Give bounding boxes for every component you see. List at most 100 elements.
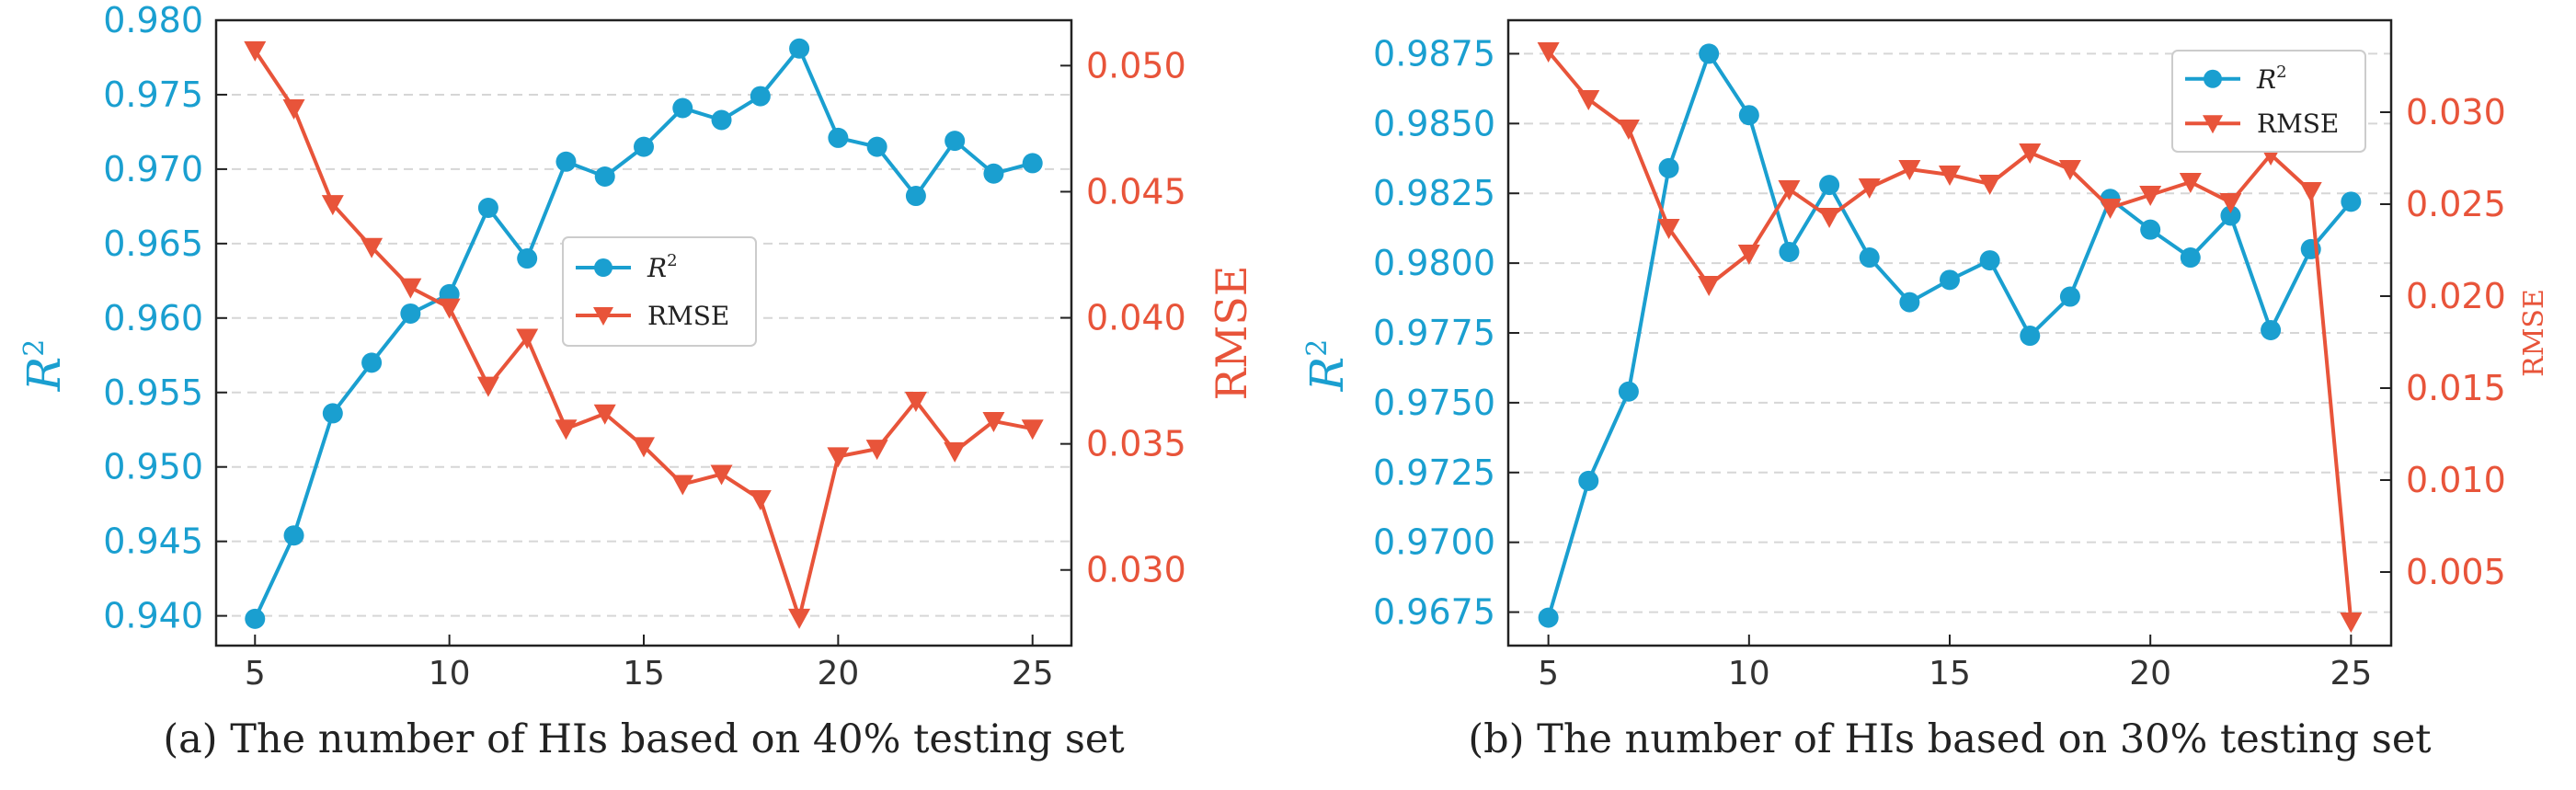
rmse-point [710,464,733,486]
rmse-point [1818,208,1841,228]
r2-point [1899,292,1920,313]
r2-point [1618,381,1639,402]
rmse-point [321,195,344,216]
left-axis-label-base: R [17,357,71,393]
rmse-point [671,475,694,496]
legend-marker-r2 [594,258,613,278]
r2-point [2220,205,2241,226]
right-axis-label: RMSE [1207,266,1256,401]
r2-point [634,136,654,157]
left-tick-label: 0.950 [103,447,203,487]
left-tick-label: 0.9725 [1373,452,1495,493]
left-tick-label: 0.9850 [1373,103,1495,143]
r2-point [1538,607,1559,628]
rmse-point [555,419,578,441]
right-tick-label: 0.050 [1086,45,1186,86]
r2-point [828,127,849,148]
x-tick-label: 15 [1929,655,1971,693]
left-axis-label: R2 [17,339,71,393]
left-axis-label-sup: 2 [1301,339,1334,357]
right-tick-label: 0.010 [2406,460,2506,500]
rmse-point [593,404,616,425]
r2-point [789,38,810,59]
r2-point [1658,157,1679,178]
rmse-point [1737,245,1760,265]
legend-label-base: RMSE [2257,109,2339,139]
r2-point [1779,241,1800,262]
r2-point [1022,153,1043,174]
r2-point [2341,191,2362,212]
rmse-point [2139,186,2162,206]
r2-point [594,166,615,187]
legend-label-sup: 2 [2276,63,2286,82]
right-tick-label: 0.040 [1086,298,1186,338]
chart-panel-a: 0.940 0.945 0.950 0.955 0.960 0.965 0.970 0.975… [17,0,1256,762]
r2-point [517,248,538,269]
r2-point [322,403,343,424]
rmse-point [1939,166,1961,186]
left-tick-label: 0.975 [103,74,203,115]
panel-caption: (a) The number of HIs based on 40% testi… [163,716,1124,762]
left-tick-label: 0.9775 [1373,313,1495,353]
x-tick-label: 25 [1012,655,1054,693]
x-tick-label: 5 [245,655,266,693]
rmse-point [2099,199,2122,219]
r2-point [477,198,498,218]
rmse-point [2019,143,2042,164]
left-axis-label-base: R [1300,357,1354,393]
right-tick-label: 0.020 [2406,276,2506,316]
right-tick-label: 0.015 [2406,368,2506,408]
rmse-point [2179,173,2202,193]
legend-label-base: R [647,253,667,283]
rmse-point [982,411,1005,432]
rmse-point [749,489,772,510]
rmse-point [2340,613,2363,633]
rmse-point [399,278,422,299]
rmse-point [1858,178,1881,199]
right-axis-label: RMSE [2518,289,2550,377]
rmse-point [2219,193,2242,213]
left-tick-label: 0.940 [103,596,203,636]
r2-point [2059,286,2080,307]
right-tick-label: 0.030 [2406,92,2506,132]
rmse-point [1898,160,1921,180]
left-tick-label: 0.955 [103,372,203,413]
rmse-point [1577,90,1600,110]
legend-marker-r2 [2204,69,2222,88]
left-tick-label: 0.980 [103,0,203,40]
rmse-point [1698,276,1721,296]
x-tick-label: 10 [429,655,471,693]
x-tick-label: 15 [623,655,665,693]
rmse-point [1978,175,2001,195]
r2-point [711,109,732,131]
x-tick-label: 20 [817,655,859,693]
x-tick-label: 5 [1538,655,1559,693]
right-tick-label: 0.045 [1086,171,1186,212]
x-tick-label: 20 [2129,655,2171,693]
right-tick-label: 0.030 [1086,550,1186,590]
right-tick-label: 0.005 [2406,552,2506,592]
rmse-point [438,298,461,319]
rmse-point [1021,419,1044,441]
r2-point [1738,105,1759,126]
legend-label: RMSE [2257,109,2339,139]
x-tick-label: 10 [1728,655,1770,693]
rmse-point [361,237,384,258]
chart-panel-b: 0.9675 0.9700 0.9725 0.9750 0.9775 0.9800 0.98… [1300,18,2550,762]
r2-point [1819,175,1840,196]
left-tick-label: 0.960 [103,298,203,338]
r2-point [750,86,771,107]
left-tick-label: 0.9700 [1373,522,1495,563]
rmse-point [904,392,927,413]
r2-point [672,97,693,119]
r2-point [245,608,266,629]
rmse-point [944,441,967,463]
r2-point [361,352,383,373]
r2-point [1699,43,1720,64]
r2-point [555,151,577,172]
left-axis-label-sup: 2 [18,339,51,357]
legend-marker-rmse [593,306,613,326]
legend-label: R2 [2256,63,2287,95]
left-tick-label: 0.9875 [1373,33,1495,74]
